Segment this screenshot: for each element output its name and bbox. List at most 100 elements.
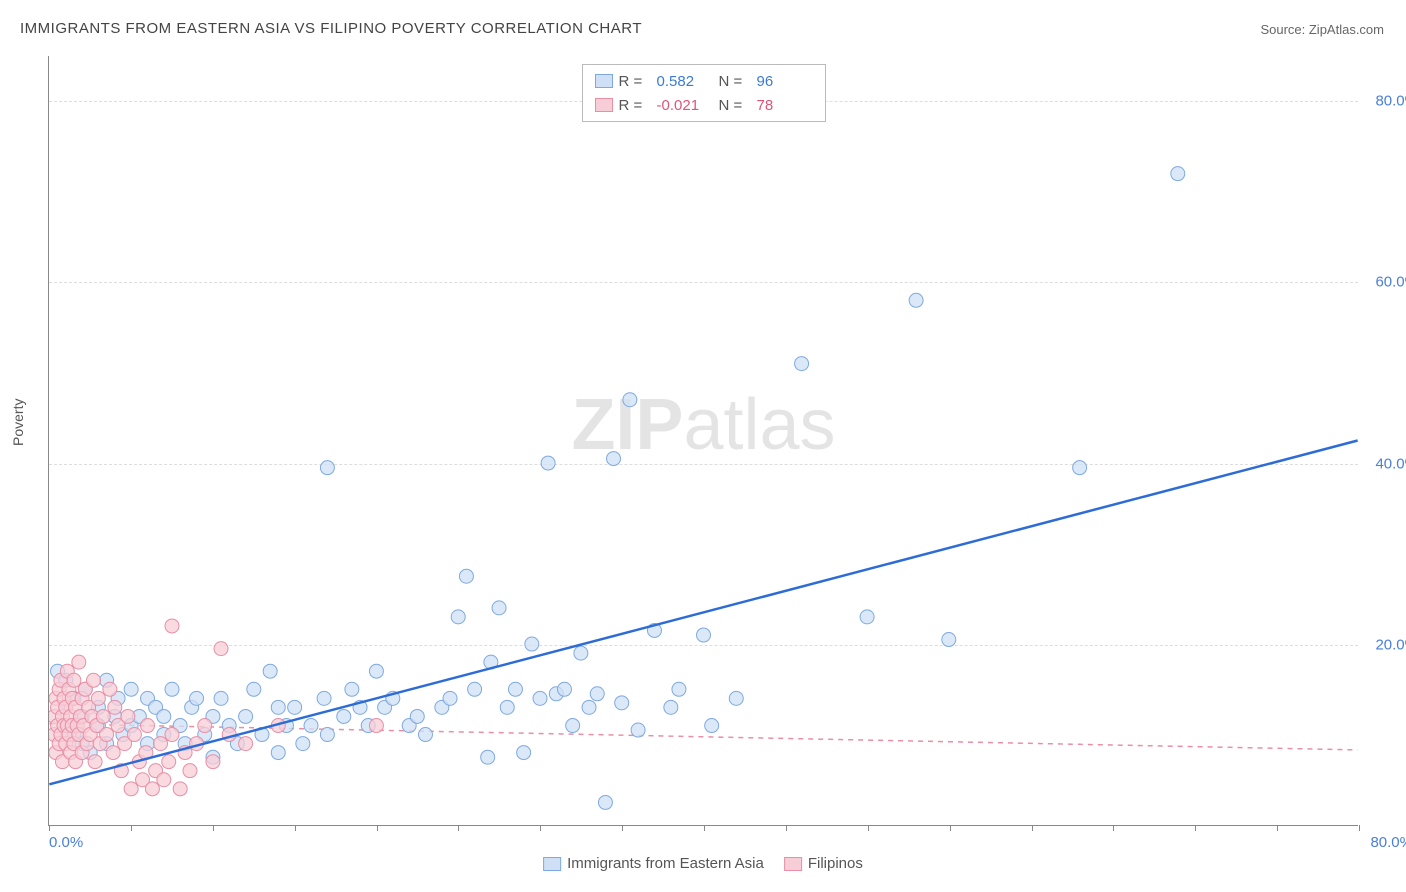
scatter-point-blue <box>271 700 285 714</box>
scatter-point-pink <box>96 709 110 723</box>
n-value-pink: 78 <box>757 97 813 114</box>
x-tick <box>622 825 623 831</box>
scatter-point-blue <box>320 461 334 475</box>
scatter-point-blue <box>582 700 596 714</box>
scatter-point-pink <box>239 737 253 751</box>
swatch-pink <box>595 98 613 112</box>
source-name: ZipAtlas.com <box>1309 22 1384 37</box>
scatter-point-blue <box>492 601 506 615</box>
y-tick-label: 20.0% <box>1375 636 1406 653</box>
scatter-point-blue <box>729 691 743 705</box>
scatter-point-blue <box>304 719 318 733</box>
r-value-blue: 0.582 <box>657 73 713 90</box>
scatter-point-blue <box>623 393 637 407</box>
legend-label-blue: Immigrants from Eastern Asia <box>567 855 764 872</box>
x-axis-end-label: 80.0% <box>1370 834 1406 851</box>
scatter-point-blue <box>517 746 531 760</box>
r-label: R = <box>619 97 651 114</box>
scatter-point-blue <box>345 682 359 696</box>
scatter-point-pink <box>157 773 171 787</box>
y-tick-label: 40.0% <box>1375 455 1406 472</box>
scatter-point-pink <box>165 728 179 742</box>
x-tick <box>704 825 705 831</box>
scatter-point-blue <box>909 293 923 307</box>
legend-item-blue: Immigrants from Eastern Asia <box>543 855 764 872</box>
scatter-point-pink <box>67 673 81 687</box>
scatter-point-blue <box>271 746 285 760</box>
scatter-point-blue <box>247 682 261 696</box>
x-tick <box>213 825 214 831</box>
scatter-point-pink <box>103 682 117 696</box>
swatch-pink <box>784 857 802 871</box>
scatter-point-pink <box>121 709 135 723</box>
legend-item-pink: Filipinos <box>784 855 863 872</box>
scatter-point-blue <box>369 664 383 678</box>
x-tick <box>786 825 787 831</box>
scatter-point-pink <box>106 746 120 760</box>
x-tick <box>295 825 296 831</box>
scatter-point-pink <box>141 719 155 733</box>
x-axis-start-label: 0.0% <box>49 834 83 851</box>
scatter-point-blue <box>288 700 302 714</box>
y-tick-label: 60.0% <box>1375 274 1406 291</box>
y-axis-title: Poverty <box>10 399 26 446</box>
legend-row-blue: R = 0.582 N = 96 <box>595 69 813 93</box>
scatter-point-blue <box>541 456 555 470</box>
scatter-point-pink <box>87 673 101 687</box>
plot-area: ZIPatlas R = 0.582 N = 96 R = -0.021 N =… <box>48 56 1358 826</box>
scatter-point-blue <box>157 709 171 723</box>
scatter-point-blue <box>860 610 874 624</box>
scatter-point-blue <box>533 691 547 705</box>
scatter-point-blue <box>598 795 612 809</box>
scatter-point-blue <box>459 569 473 583</box>
correlation-legend: R = 0.582 N = 96 R = -0.021 N = 78 <box>582 64 826 122</box>
scatter-point-blue <box>664 700 678 714</box>
scatter-point-blue <box>590 687 604 701</box>
legend-label-pink: Filipinos <box>808 855 863 872</box>
scatter-point-blue <box>418 728 432 742</box>
scatter-point-blue <box>607 452 621 466</box>
scatter-point-blue <box>317 691 331 705</box>
scatter-point-pink <box>369 719 383 733</box>
r-value-pink: -0.021 <box>657 97 713 114</box>
x-tick <box>1032 825 1033 831</box>
scatter-point-blue <box>320 728 334 742</box>
scatter-point-blue <box>615 696 629 710</box>
scatter-point-blue <box>631 723 645 737</box>
scatter-point-pink <box>91 691 105 705</box>
scatter-point-blue <box>508 682 522 696</box>
scatter-point-blue <box>500 700 514 714</box>
scatter-point-pink <box>88 755 102 769</box>
scatter-point-blue <box>697 628 711 642</box>
scatter-point-pink <box>127 728 141 742</box>
n-label: N = <box>719 73 751 90</box>
scatter-point-pink <box>154 737 168 751</box>
scatter-point-pink <box>145 782 159 796</box>
y-tick-label: 80.0% <box>1375 93 1406 110</box>
scatter-point-blue <box>296 737 310 751</box>
scatter-point-pink <box>72 655 86 669</box>
chart-title: IMMIGRANTS FROM EASTERN ASIA VS FILIPINO… <box>20 20 642 37</box>
scatter-point-pink <box>124 782 138 796</box>
trend-line-blue <box>49 441 1357 785</box>
x-tick <box>377 825 378 831</box>
scatter-point-blue <box>942 633 956 647</box>
n-value-blue: 96 <box>757 73 813 90</box>
scatter-point-blue <box>451 610 465 624</box>
scatter-point-pink <box>214 642 228 656</box>
scatter-point-blue <box>1171 167 1185 181</box>
scatter-point-blue <box>672 682 686 696</box>
source-prefix: Source: <box>1260 22 1308 37</box>
x-tick <box>458 825 459 831</box>
x-tick <box>1359 825 1360 831</box>
scatter-point-pink <box>173 782 187 796</box>
x-tick <box>540 825 541 831</box>
n-label: N = <box>719 97 751 114</box>
source-attribution: Source: ZipAtlas.com <box>1260 22 1384 37</box>
scatter-point-blue <box>795 357 809 371</box>
scatter-point-blue <box>705 719 719 733</box>
scatter-point-pink <box>206 755 220 769</box>
series-legend: Immigrants from Eastern Asia Filipinos <box>543 855 863 872</box>
scatter-point-pink <box>165 619 179 633</box>
scatter-point-pink <box>162 755 176 769</box>
